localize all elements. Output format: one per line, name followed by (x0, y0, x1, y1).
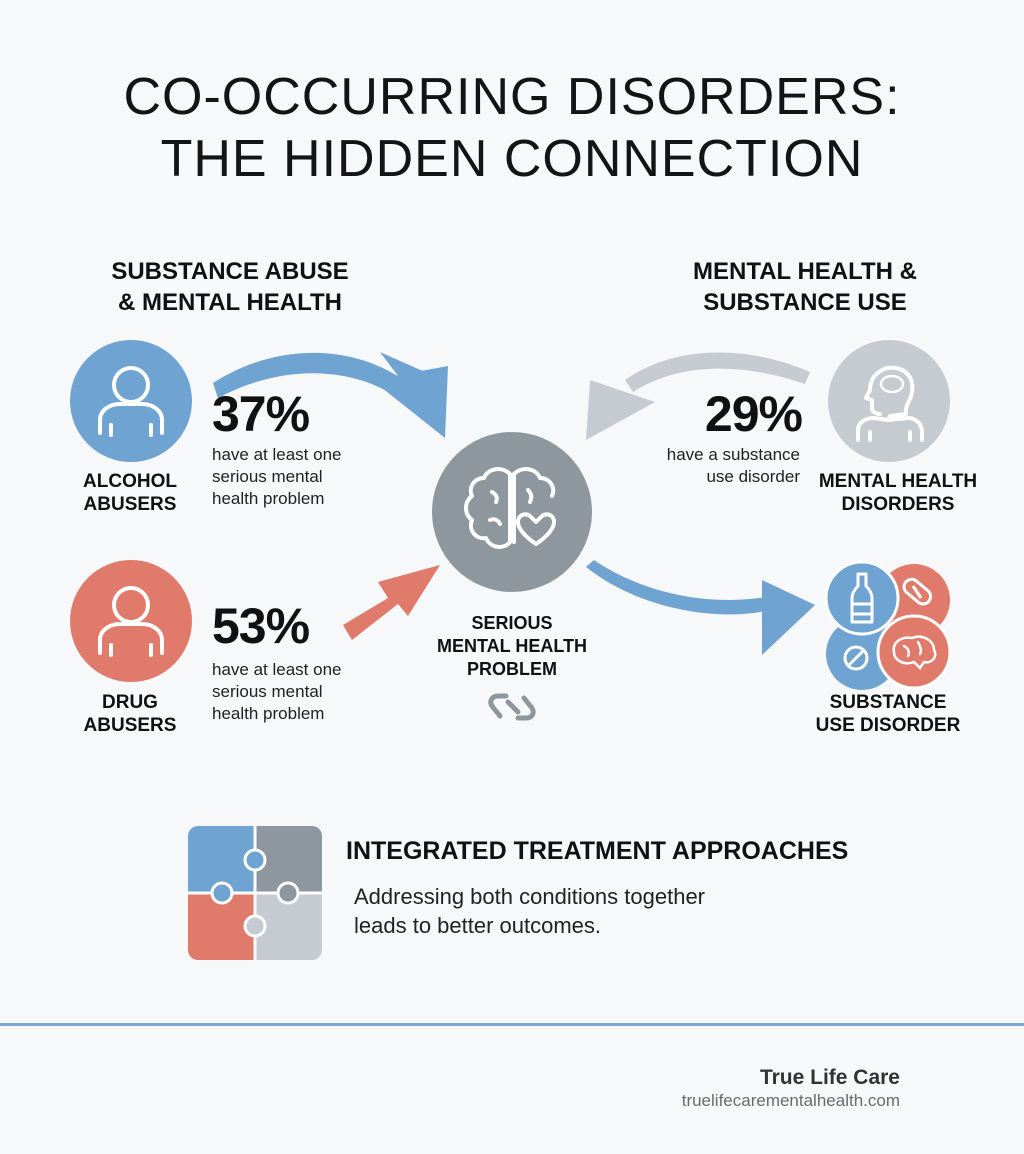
left-section-heading: SUBSTANCE ABUSE & MENTAL HEALTH (60, 256, 400, 318)
bottle-icon (850, 572, 874, 624)
label-line: PROBLEM (467, 659, 557, 679)
footer-divider (0, 1023, 1024, 1026)
desc-line: leads to better outcomes. (354, 913, 602, 938)
label-line: ABUSERS (83, 715, 177, 736)
desc-line: serious mental (212, 682, 323, 701)
label-line: USE DISORDER (815, 715, 961, 736)
integrated-description: Addressing both conditions together lead… (354, 882, 705, 940)
arrow-drug-to-center (343, 565, 440, 640)
desc-line: have a substance (666, 445, 800, 464)
alcohol-description: have at least one serious mental health … (212, 444, 341, 510)
arrow-mental-to-center (586, 352, 810, 440)
substance-use-disorder-label: SUBSTANCE USE DISORDER (790, 691, 986, 737)
desc-line: have at least one (212, 660, 342, 679)
desc-line: serious mental (212, 467, 323, 486)
drug-description: have at least one serious mental health … (212, 659, 341, 725)
substance-use-cluster (822, 560, 954, 690)
person-icon (98, 586, 164, 657)
mental-health-disorders-label: MENTAL HEALTH DISORDERS (800, 470, 996, 516)
mental-health-disorders-circle (828, 340, 950, 462)
left-heading-line-2: & MENTAL HEALTH (118, 289, 342, 316)
label-line: SERIOUS (471, 613, 553, 633)
mental-health-percent: 29% (704, 386, 803, 442)
integrated-heading: INTEGRATED TREATMENT APPROACHES (346, 837, 849, 865)
person-icon (98, 366, 164, 437)
label-line: DISORDERS (841, 494, 955, 515)
puzzle-icon (188, 826, 322, 960)
serious-mental-health-label: SERIOUS MENTAL HEALTH PROBLEM (412, 612, 612, 681)
label-line: SUBSTANCE (829, 692, 947, 713)
no-symbol-icon (843, 645, 869, 671)
desc-line: health problem (212, 489, 325, 508)
pill-icon (902, 577, 933, 606)
substance-icons (824, 560, 952, 690)
right-heading-line-2: SUBSTANCE USE (703, 289, 907, 316)
head-brain-icon (856, 365, 924, 442)
label-line: MENTAL HEALTH (437, 636, 587, 656)
drug-abusers-label: DRUG ABUSERS (60, 691, 200, 737)
desc-line: have at least one (212, 445, 342, 464)
title-line-2: THE HIDDEN CONNECTION (160, 130, 864, 188)
right-heading-line-1: MENTAL HEALTH & (693, 258, 917, 285)
page-title: CO-OCCURRING DISORDERS: THE HIDDEN CONNE… (0, 66, 1024, 190)
label-line: DRUG (102, 692, 158, 713)
alcohol-abusers-label: ALCOHOL ABUSERS (60, 470, 200, 516)
brain-heart-icon (464, 467, 556, 549)
title-line-1: CO-OCCURRING DISORDERS: (123, 68, 901, 126)
drug-abusers-circle (70, 560, 192, 682)
arrow-alcohol-to-center (213, 352, 448, 438)
footer-brand: True Life Care (759, 1066, 900, 1089)
label-line: ALCOHOL (83, 471, 177, 492)
alcohol-abusers-circle (70, 340, 192, 462)
alcohol-percent: 37% (212, 386, 310, 442)
flow-arrows (213, 352, 815, 655)
mental-health-description: have a substance use disorder (600, 444, 800, 488)
serious-mental-health-circle (432, 432, 592, 592)
desc-line: health problem (212, 704, 325, 723)
label-line: MENTAL HEALTH (818, 471, 978, 492)
right-section-heading: MENTAL HEALTH & SUBSTANCE USE (630, 256, 980, 318)
brain-icon (892, 635, 937, 670)
left-heading-line-1: SUBSTANCE ABUSE (111, 258, 349, 285)
puzzle-pieces (188, 826, 322, 960)
desc-line: use disorder (706, 467, 800, 486)
footer-url[interactable]: truelifecarementalhealth.com (681, 1091, 900, 1110)
desc-line: Addressing both conditions together (354, 884, 706, 909)
label-line: ABUSERS (83, 494, 177, 515)
arrow-center-to-substance (586, 560, 815, 655)
chain-link-icon (488, 693, 536, 721)
drug-percent: 53% (212, 598, 310, 654)
